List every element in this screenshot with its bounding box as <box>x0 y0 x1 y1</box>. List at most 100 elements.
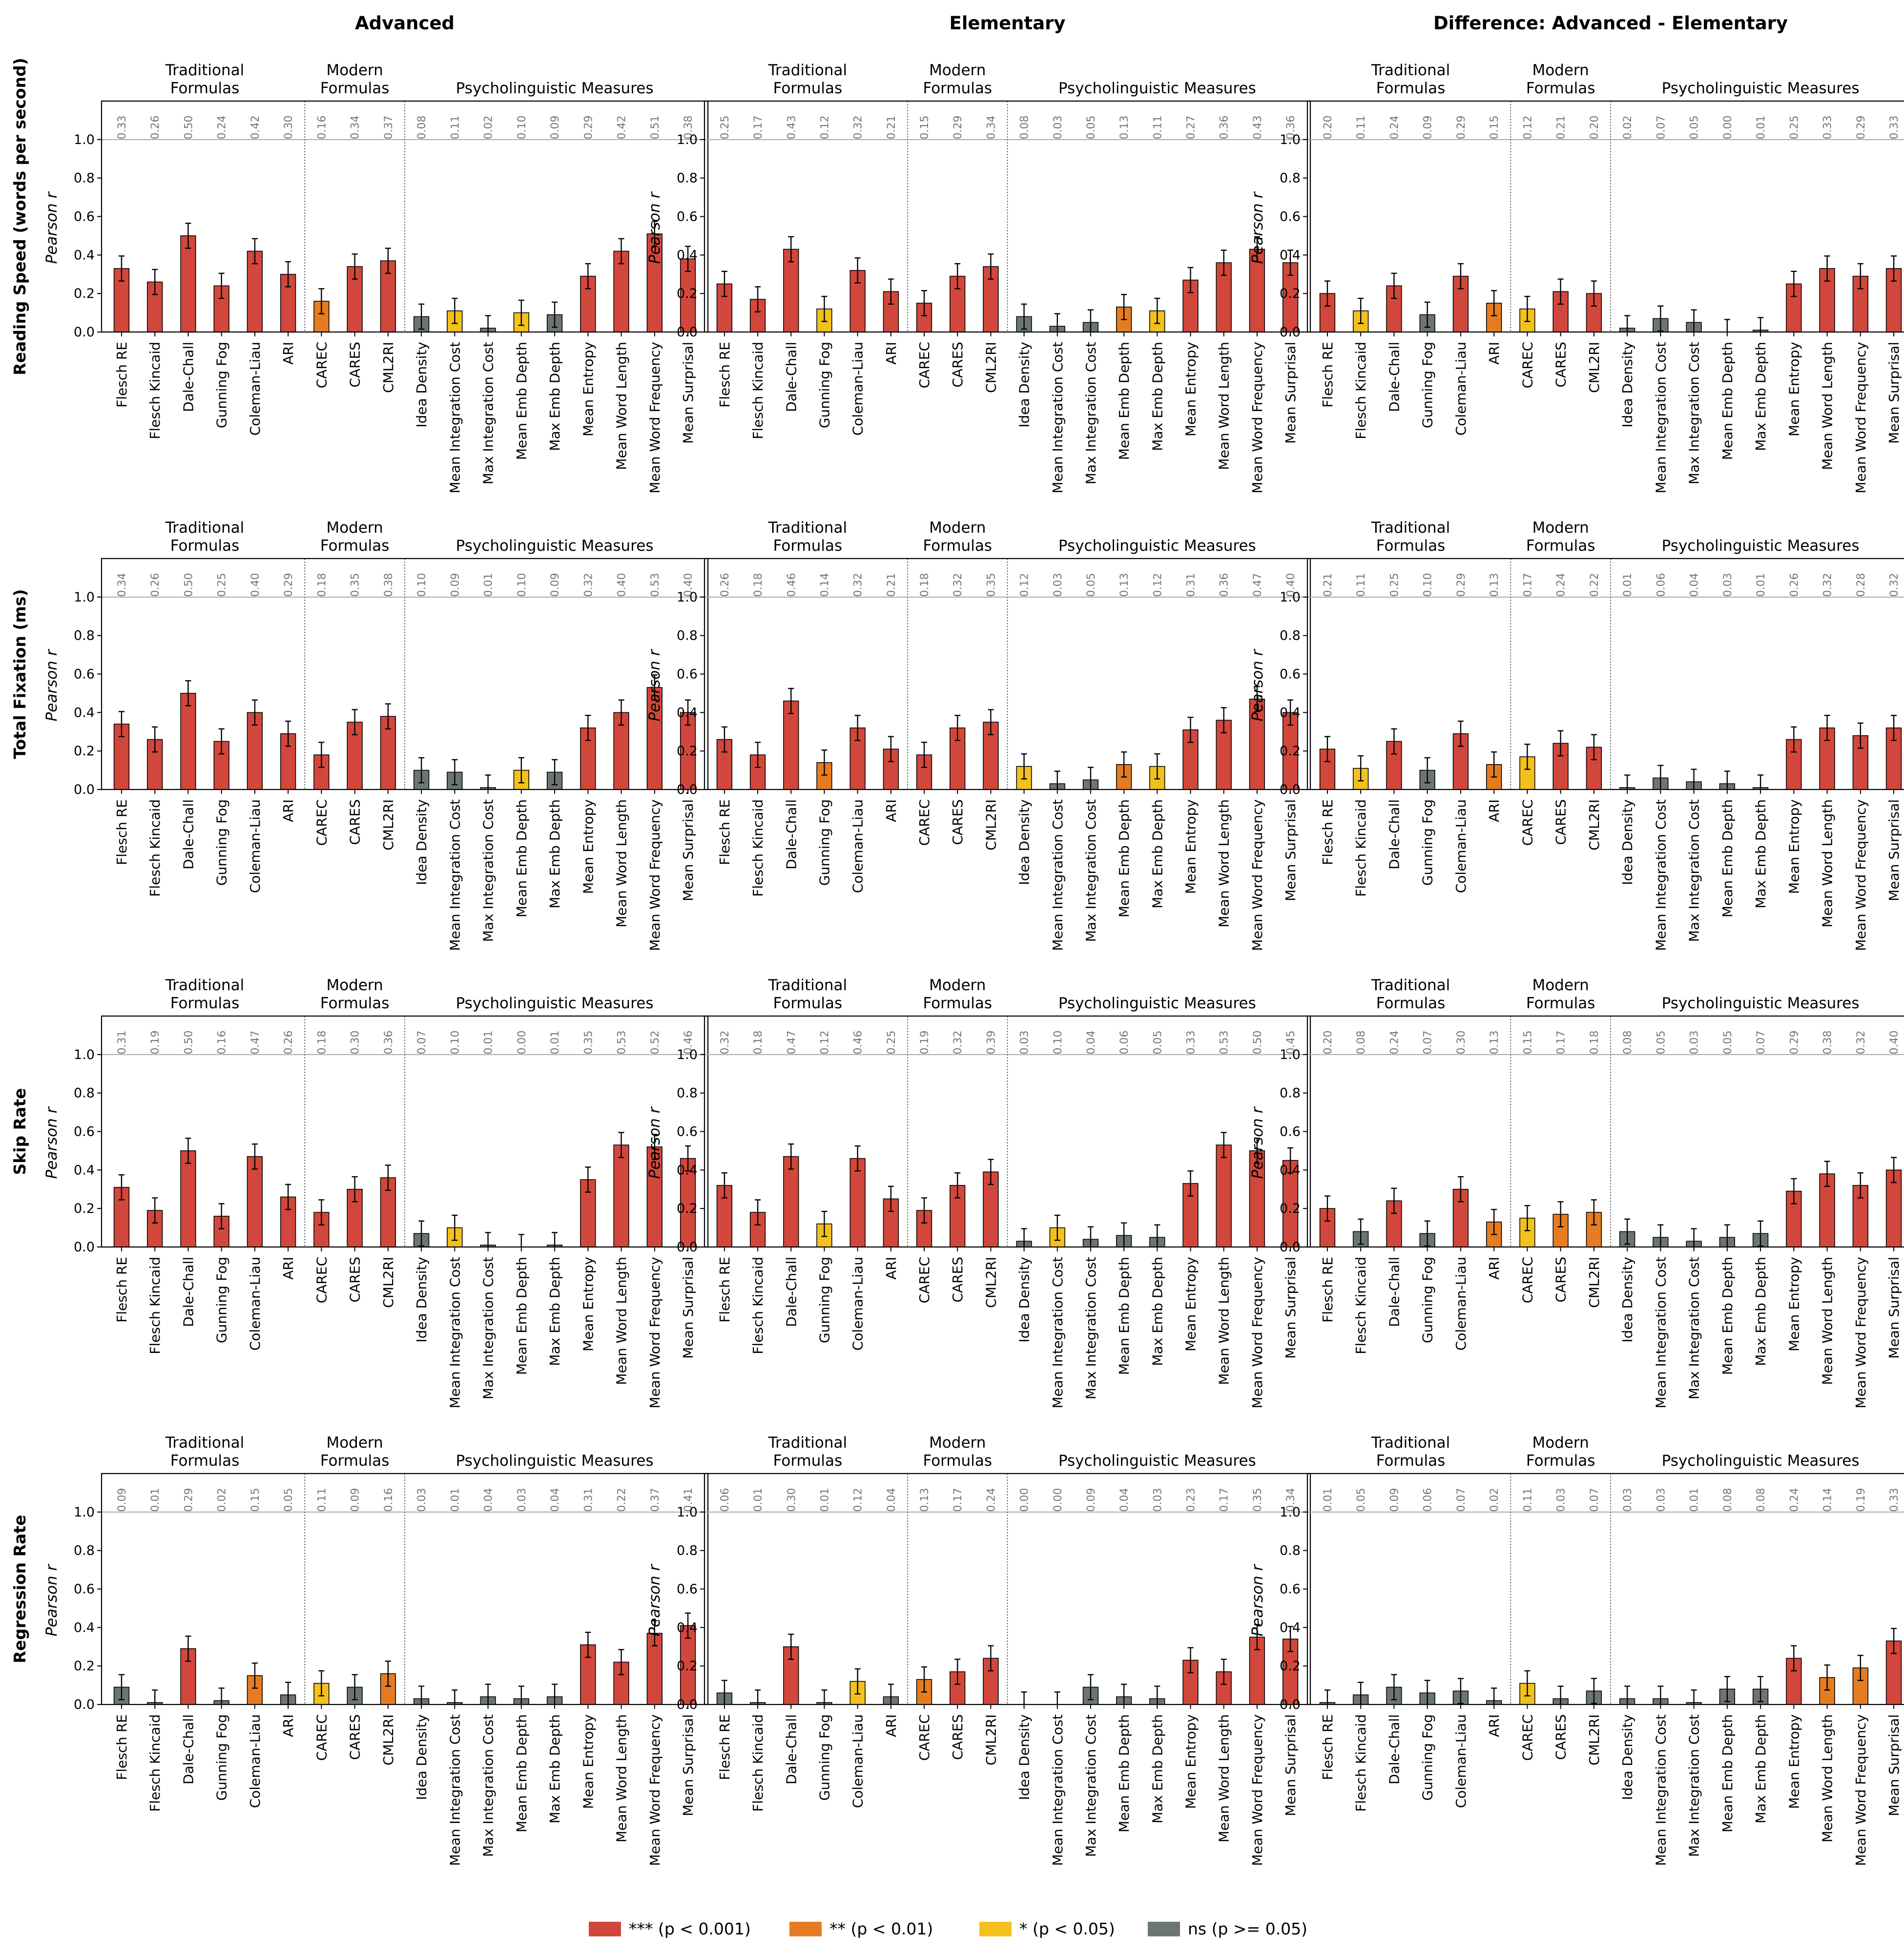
bar <box>783 1156 799 1247</box>
value-label: 0.33 <box>1185 1031 1198 1055</box>
group-label: Traditional <box>768 1434 847 1452</box>
x-tick-label: Mean Entropy <box>1786 799 1802 894</box>
value-label: 0.02 <box>1622 116 1634 140</box>
value-label: 0.07 <box>1589 1488 1601 1512</box>
x-tick-label: CML2RI <box>1586 342 1602 393</box>
group-label: Traditional <box>1371 62 1450 79</box>
x-tick-label: Mean Entropy <box>580 342 596 436</box>
y-tick-label: 0.4 <box>677 1163 698 1178</box>
value-label: 0.01 <box>1689 1488 1701 1512</box>
x-tick-label: CAREC <box>1519 1714 1535 1761</box>
y-axis-label: Pearson r <box>646 191 663 264</box>
x-tick-label: Mean Surprisal <box>1886 799 1902 901</box>
group-label: Modern <box>326 62 383 79</box>
value-label: 0.03 <box>416 1488 428 1512</box>
value-label: 0.32 <box>1855 1031 1867 1055</box>
x-tick-label: Gunning Fog <box>816 342 832 428</box>
x-tick-label: Mean Emb Depth <box>1719 1257 1736 1375</box>
value-label: 0.25 <box>216 573 228 597</box>
value-label: 0.18 <box>316 1031 328 1055</box>
bar <box>180 693 196 790</box>
x-tick-label: Mean Entropy <box>1183 1714 1199 1809</box>
x-tick-label: Flesch Kincaid <box>147 342 163 439</box>
x-tick-label: Max Emb Depth <box>547 799 563 909</box>
y-tick-label: 0.8 <box>74 171 95 186</box>
y-axis-label: Pearson r <box>43 648 61 721</box>
y-tick-label: 0.6 <box>1280 1582 1301 1597</box>
y-tick-label: 0.6 <box>1280 209 1301 225</box>
value-label: 0.50 <box>183 1031 195 1055</box>
column-title: Difference: Advanced - Elementary <box>1433 13 1788 34</box>
value-label: 0.10 <box>1052 1031 1064 1055</box>
value-label: 0.30 <box>350 1031 362 1055</box>
value-label: 0.40 <box>683 573 695 597</box>
value-label: 0.07 <box>1422 1031 1434 1055</box>
x-tick-label: Gunning Fog <box>214 1714 230 1801</box>
x-tick-label: Mean Word Length <box>1820 1714 1836 1843</box>
value-label: 0.31 <box>116 1031 128 1055</box>
group-label: Modern <box>1532 62 1589 79</box>
x-tick-label: Gunning Fog <box>214 1257 230 1343</box>
value-label: 0.04 <box>549 1488 561 1512</box>
x-tick-label: CAREC <box>313 342 330 388</box>
x-tick-label: ARI <box>883 1714 899 1737</box>
x-tick-label: CARES <box>347 1714 363 1760</box>
x-tick-label: Mean Word Frequency <box>1249 1714 1265 1866</box>
x-tick-label: Flesch Kincaid <box>750 342 766 439</box>
value-label: 0.22 <box>1589 573 1601 597</box>
value-label: 0.16 <box>383 1488 395 1512</box>
value-label: 0.11 <box>1355 573 1367 597</box>
value-label: 0.01 <box>449 1488 461 1512</box>
value-label: 0.10 <box>516 116 528 140</box>
value-label: 0.43 <box>786 116 798 140</box>
group-label: Psycholinguistic Measures <box>1662 1452 1860 1470</box>
value-label: 0.17 <box>1219 1488 1231 1512</box>
value-label: 0.11 <box>1522 1488 1534 1512</box>
value-label: 0.38 <box>683 116 695 140</box>
x-tick-label: Mean Word Length <box>614 342 630 470</box>
x-tick-label: Dale-Chall <box>180 1257 196 1327</box>
y-tick-label: 0.2 <box>74 286 95 301</box>
y-tick-label: 0.0 <box>1280 782 1301 797</box>
x-tick-label: Flesch RE <box>114 799 130 865</box>
value-label: 0.35 <box>1252 1488 1264 1512</box>
value-label: 0.09 <box>1422 116 1434 140</box>
value-label: 0.53 <box>616 1031 628 1055</box>
x-tick-label: ARI <box>280 1257 296 1280</box>
value-label: 0.31 <box>1185 573 1198 597</box>
value-label: 0.29 <box>1855 116 1867 140</box>
y-tick-label: 0.8 <box>1280 171 1301 186</box>
x-tick-label: Mean Word Frequency <box>647 799 663 951</box>
value-label: 0.15 <box>249 1488 262 1512</box>
group-label: Formulas <box>170 537 240 555</box>
bar <box>816 762 832 790</box>
x-tick-label: Mean Integration Cost <box>447 799 463 951</box>
x-tick-label: Flesch RE <box>717 799 733 865</box>
value-label: 0.32 <box>1888 573 1901 597</box>
x-tick-label: Mean Emb Depth <box>1116 342 1132 460</box>
value-label: 0.24 <box>216 116 228 140</box>
x-tick-label: Flesch Kincaid <box>1353 1714 1369 1812</box>
x-tick-label: Coleman-Liau <box>1453 799 1469 893</box>
y-tick-label: 1.0 <box>1280 1505 1301 1520</box>
x-tick-label: Max Integration Cost <box>1083 1714 1099 1857</box>
value-label: 0.08 <box>1355 1031 1367 1055</box>
y-axis-label: Pearson r <box>43 1106 61 1179</box>
x-tick-label: Coleman-Liau <box>850 1257 866 1350</box>
x-tick-label: Max Integration Cost <box>1083 1257 1099 1399</box>
y-tick-label: 0.0 <box>677 1240 698 1255</box>
x-tick-label: Idea Density <box>1619 799 1635 885</box>
y-tick-label: 0.8 <box>1280 1086 1301 1101</box>
value-label: 0.34 <box>116 573 128 597</box>
value-label: 0.35 <box>350 573 362 597</box>
row-title: Skip Rate <box>10 1088 29 1175</box>
x-tick-label: Gunning Fog <box>1420 1257 1436 1343</box>
value-label: 0.21 <box>886 116 898 140</box>
value-label: 0.52 <box>649 1031 662 1055</box>
value-label: 0.12 <box>819 1031 831 1055</box>
value-label: 0.13 <box>919 1488 931 1512</box>
